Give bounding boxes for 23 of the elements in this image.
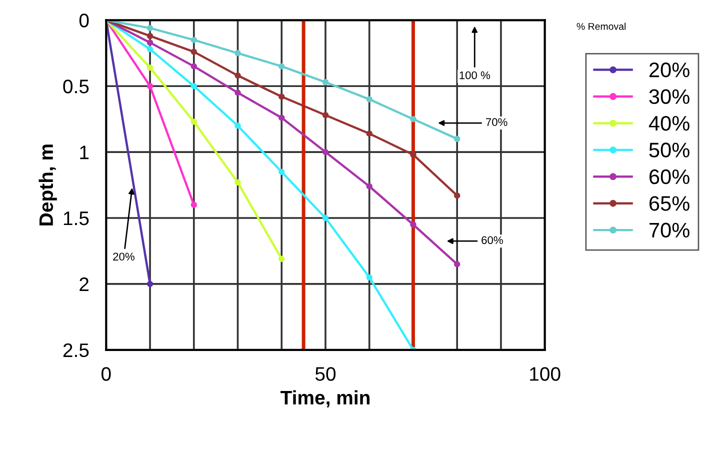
x-tick-label: 100 [530, 367, 560, 381]
y-tick-label: 0.5 [63, 80, 89, 94]
y-tick-label: 1 [80, 146, 89, 160]
x-tick-label: 50 [315, 367, 336, 381]
legend-label: 30% [649, 89, 690, 104]
legend-label: 70% [650, 222, 690, 238]
y-axis-title: Depth, m [38, 144, 57, 226]
y-tick-label: 0 [79, 14, 89, 28]
annotation: 100 % [460, 71, 490, 80]
annotation: 70% [486, 118, 508, 126]
legend-label: 40% [648, 116, 690, 131]
legend-label: 50% [649, 142, 690, 158]
y-tick-label: 2 [80, 277, 89, 292]
y-tick-label: 1.5 [64, 212, 89, 226]
legend-label: 65% [650, 196, 690, 211]
legend-label: 60% [650, 169, 690, 184]
x-tick-label: 0 [102, 367, 111, 381]
y-tick-label: 2.5 [63, 343, 89, 358]
annotation: 60% [482, 236, 503, 244]
x-axis-title: Time, min [280, 390, 370, 408]
annotation: 20% [113, 252, 134, 261]
legend-label: 20% [649, 62, 690, 78]
legend-title: % Removal [576, 22, 626, 30]
